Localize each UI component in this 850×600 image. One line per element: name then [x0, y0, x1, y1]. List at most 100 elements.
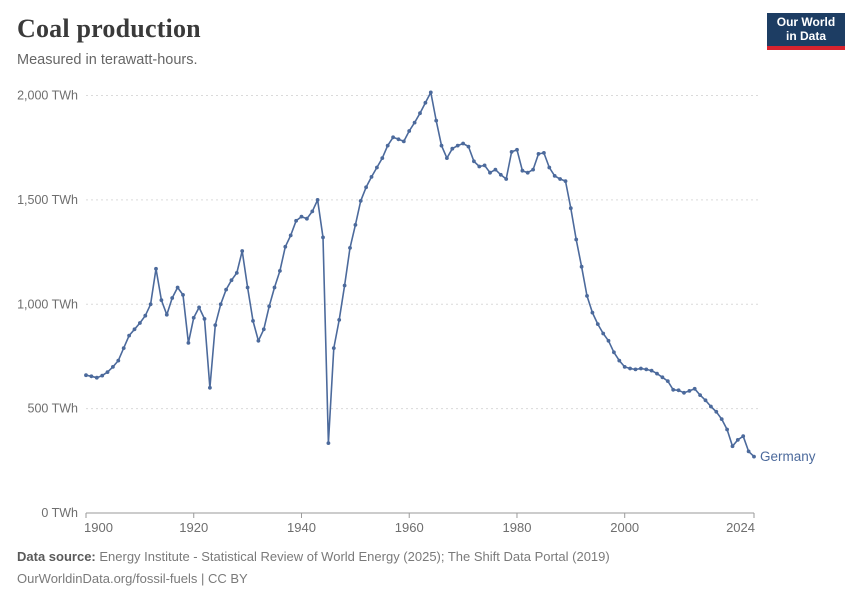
data-point-1943	[315, 198, 320, 202]
data-point-1959	[401, 139, 406, 144]
data-point-2006	[655, 371, 659, 376]
data-point-1998	[612, 350, 616, 355]
y-axis-label-0: 0 TWh	[41, 506, 78, 520]
data-point-1910	[138, 321, 142, 325]
data-point-1964	[428, 90, 433, 95]
data-point-2003	[639, 366, 643, 371]
data-point-1956	[385, 143, 390, 148]
data-point-1909	[132, 327, 137, 332]
x-axis-label-2024: 2024	[726, 520, 755, 535]
data-point-2011	[682, 390, 686, 395]
x-axis-label-1940: 1940	[287, 520, 316, 535]
x-axis-label-2000: 2000	[610, 520, 639, 535]
data-point-1949	[348, 246, 352, 250]
data-point-1953	[369, 175, 374, 179]
data-point-1982	[525, 170, 530, 175]
data-point-1945	[326, 441, 331, 445]
data-point-1938	[288, 233, 293, 238]
chart-footer: Data source: Energy Institute - Statisti…	[17, 546, 610, 590]
data-point-1972	[472, 159, 476, 164]
data-point-1980	[515, 147, 519, 152]
data-point-1962	[418, 111, 422, 116]
data-point-1988	[558, 177, 562, 181]
owid-logo-line2: in Data	[785, 29, 826, 43]
data-point-2010	[676, 388, 681, 393]
data-point-1939	[294, 218, 298, 223]
y-axis-label-500: 500 TWh	[28, 402, 79, 416]
data-point-1933	[261, 327, 266, 332]
data-point-1954	[375, 165, 379, 170]
data-point-1924	[213, 323, 218, 327]
data-point-1966	[439, 143, 444, 148]
data-point-1984	[536, 152, 541, 156]
data-point-1986	[547, 165, 552, 170]
data-point-1952	[364, 185, 368, 190]
data-point-1993	[585, 294, 589, 298]
data-point-1969	[455, 143, 460, 148]
data-point-2013	[692, 386, 697, 391]
data-point-1957	[391, 135, 395, 140]
owid-logo[interactable]: Our World in Data	[767, 13, 845, 50]
data-point-2008	[665, 379, 670, 383]
data-point-2012	[687, 389, 692, 393]
data-point-1950	[353, 223, 358, 227]
coal-production-line-chart[interactable]: 0 TWh 500 TWh 1,000 TWh 1,500 TWh 2,000 TWh 1…	[0, 75, 850, 540]
data-point-2017	[714, 409, 719, 414]
data-point-2015	[703, 398, 708, 403]
data-point-2022	[741, 434, 746, 439]
data-point-1960	[407, 129, 412, 133]
data-point-2019	[725, 427, 729, 432]
data-point-1961	[412, 120, 417, 125]
data-point-1927	[229, 278, 234, 283]
data-point-1919	[186, 341, 191, 345]
x-axis-label-1900: 1900	[84, 520, 113, 535]
data-point-1903	[100, 373, 105, 378]
data-point-2004	[644, 367, 649, 372]
data-point-1935	[272, 285, 277, 290]
y-axis-label-1000: 1,000 TWh	[17, 297, 78, 311]
data-point-1981	[520, 168, 525, 173]
data-point-1958	[396, 137, 401, 142]
data-point-1992	[579, 264, 584, 269]
data-point-1901	[89, 374, 94, 379]
data-point-1948	[342, 283, 347, 288]
data-point-1936	[278, 269, 282, 273]
data-point-1963	[423, 100, 428, 105]
data-point-1932	[256, 338, 261, 343]
data-point-1979	[509, 150, 514, 154]
chart-header: Coal production Measured in terawatt-hou…	[17, 14, 201, 68]
x-axis-label-1920: 1920	[179, 520, 208, 535]
data-point-2005	[649, 368, 654, 373]
data-point-2016	[709, 404, 713, 409]
data-point-1985	[542, 151, 546, 155]
data-source-label: Data source:	[17, 549, 96, 564]
data-point-2014	[698, 393, 702, 397]
data-point-1999	[617, 358, 622, 363]
data-point-1914	[159, 298, 164, 302]
data-point-1917	[175, 285, 180, 290]
chart-subtitle: Measured in terawatt-hours.	[17, 52, 198, 68]
data-point-1974	[482, 163, 487, 168]
data-point-1970	[461, 141, 465, 146]
data-point-2021	[735, 438, 740, 442]
chart-line-germany	[85, 91, 755, 458]
data-point-1995	[595, 322, 600, 326]
data-point-1916	[170, 296, 175, 300]
data-point-1996	[601, 331, 606, 336]
entity-label-germany: Germany	[760, 449, 816, 464]
data-point-1991	[574, 237, 579, 242]
data-point-1976	[493, 167, 498, 172]
x-axis-label-1980: 1980	[503, 520, 532, 535]
data-point-1906	[116, 358, 121, 363]
data-point-1902	[94, 375, 99, 380]
data-point-1923	[208, 385, 212, 390]
data-point-1983	[531, 167, 535, 172]
data-point-1920	[191, 315, 196, 320]
data-point-1942	[310, 209, 315, 214]
data-point-1912	[148, 302, 153, 307]
data-point-1934	[267, 304, 272, 309]
data-point-2009	[671, 387, 676, 392]
data-point-2002	[633, 367, 638, 372]
data-point-1913	[154, 266, 158, 271]
data-point-1921	[197, 305, 202, 310]
